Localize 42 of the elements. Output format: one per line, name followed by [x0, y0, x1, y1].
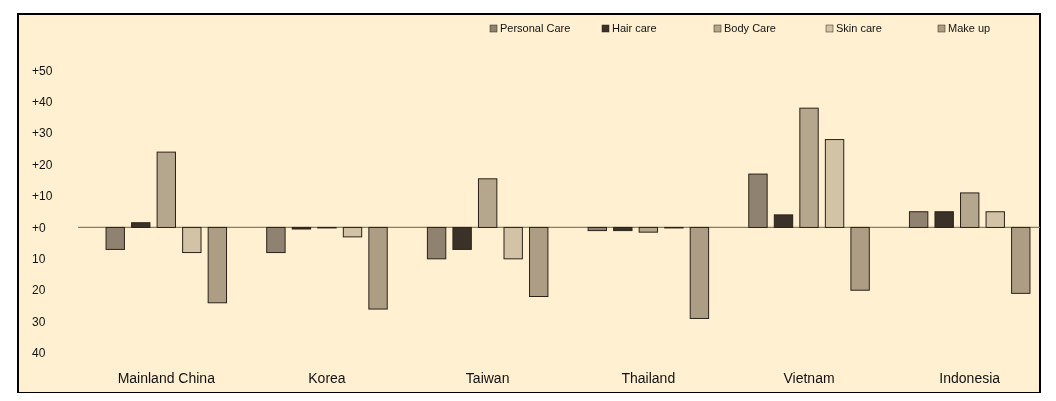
- x-tick-label: Korea: [308, 370, 346, 386]
- bar: [503, 226, 523, 260]
- bar: [131, 222, 151, 228]
- bar: [638, 226, 659, 233]
- y-tick-label: +30: [32, 126, 53, 141]
- x-tick-label: Taiwan: [465, 370, 510, 386]
- bar: [985, 211, 1005, 228]
- y-tick-label: 10: [32, 252, 46, 267]
- x-tick-label: Mainland China: [117, 370, 216, 386]
- bar: [689, 226, 710, 319]
- x-tick-label: Vietnam: [783, 370, 835, 386]
- y-tick-label: +0: [32, 220, 47, 235]
- legend-label: Skin care: [836, 22, 882, 34]
- y-tick-label: +20: [32, 157, 53, 172]
- bar: [934, 211, 954, 228]
- bar: [824, 139, 845, 228]
- bar: [368, 226, 388, 310]
- y-tick-label: +40: [32, 95, 53, 110]
- bar: [799, 107, 819, 228]
- bar: [477, 178, 498, 228]
- y-tick-label: 20: [32, 283, 46, 298]
- x-tick-label: Indonesia: [939, 370, 1001, 386]
- bar: [342, 226, 363, 238]
- bar: [850, 226, 870, 291]
- x-tick-label: Thailand: [621, 370, 676, 386]
- legend-label: Personal Care: [500, 22, 571, 34]
- bar: [182, 226, 202, 254]
- bar: [613, 226, 633, 232]
- bar: [960, 192, 980, 228]
- bar: [529, 226, 549, 297]
- legend-label: Hair care: [612, 22, 657, 34]
- bar: [156, 151, 176, 228]
- legend-label: Make up: [948, 22, 991, 34]
- bar: [1011, 226, 1031, 294]
- legend-label: Body Care: [724, 22, 776, 34]
- y-tick-label: +10: [32, 189, 53, 204]
- bar: [773, 214, 794, 228]
- bar: [452, 226, 472, 250]
- y-tick-label: 30: [32, 314, 46, 329]
- bar: [207, 226, 228, 304]
- y-tick-label: 40: [32, 346, 46, 361]
- y-tick-label: +50: [32, 63, 53, 78]
